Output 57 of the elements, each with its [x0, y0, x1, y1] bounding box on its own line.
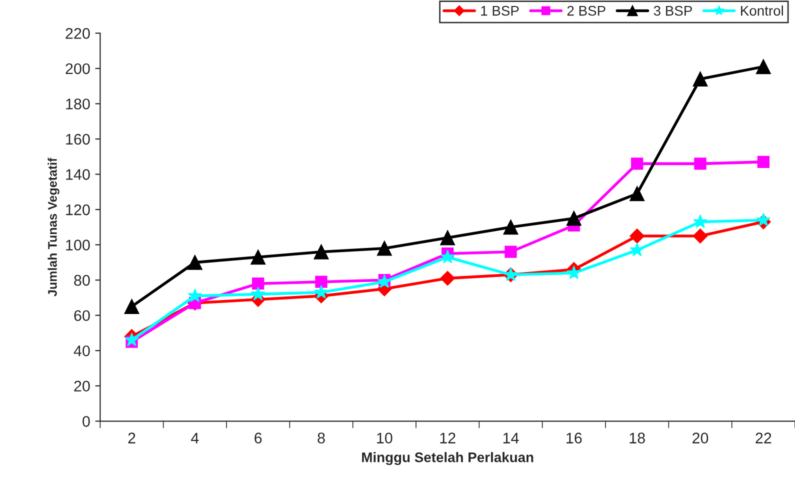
point [566, 210, 582, 226]
y-tick-label: 60 [74, 310, 90, 322]
x-tick-label: 4 [191, 432, 199, 444]
x-tick-label: 2 [128, 432, 136, 444]
legend-label: 1 BSP [481, 6, 519, 16]
y-tick-label: 220 [66, 28, 90, 39]
point [315, 276, 328, 288]
x-tick-label: 22 [756, 432, 772, 444]
point [693, 214, 708, 228]
point [692, 72, 708, 86]
point [630, 186, 645, 202]
point [440, 270, 455, 286]
point [314, 284, 328, 299]
y-tick-label: 0 [82, 416, 90, 427]
point [631, 158, 644, 170]
x-tick-label: 10 [377, 432, 392, 444]
y-tick-label: 40 [74, 345, 90, 356]
point [250, 286, 266, 300]
x-tick-label: 14 [503, 432, 519, 444]
point [694, 158, 706, 170]
y-tick-label: 20 [74, 380, 90, 392]
y-tick-label: 200 [66, 63, 90, 74]
legend-label: 2 BSP [567, 6, 606, 16]
legend-label: Kontrol [741, 6, 783, 16]
point [440, 230, 456, 246]
x-tick-label: 20 [692, 432, 708, 444]
point [504, 246, 517, 258]
x-tick-label: 16 [566, 432, 582, 444]
point [187, 254, 202, 270]
y-tick-label: 80 [74, 274, 90, 286]
y-tick-label: 100 [66, 240, 90, 250]
point [756, 59, 771, 74]
y-tick-label: 180 [66, 98, 90, 110]
point [314, 244, 329, 260]
x-tick-label: 18 [630, 432, 645, 444]
point [252, 278, 264, 290]
point [756, 212, 771, 226]
x-tick-label: 6 [254, 432, 262, 444]
point [440, 250, 455, 264]
point [630, 228, 644, 244]
x-tick-label: 8 [318, 432, 325, 444]
point [503, 220, 518, 235]
point [124, 332, 139, 346]
x-axis-title: Minggu Setelah Perlakuan [362, 452, 534, 466]
point [757, 156, 770, 168]
point [692, 228, 708, 244]
y-tick-label: 160 [66, 134, 90, 145]
point [376, 240, 392, 256]
point [250, 250, 266, 265]
point [630, 242, 644, 256]
point [188, 288, 202, 302]
legend-label: 3 BSP [654, 6, 692, 16]
y-axis-title: Jumlah Tunas Vegetatif [48, 158, 60, 296]
point [124, 299, 140, 314]
x-tick-label: 12 [440, 432, 456, 444]
y-tick-label: 140 [66, 169, 90, 180]
y-tick-label: 120 [66, 204, 90, 216]
